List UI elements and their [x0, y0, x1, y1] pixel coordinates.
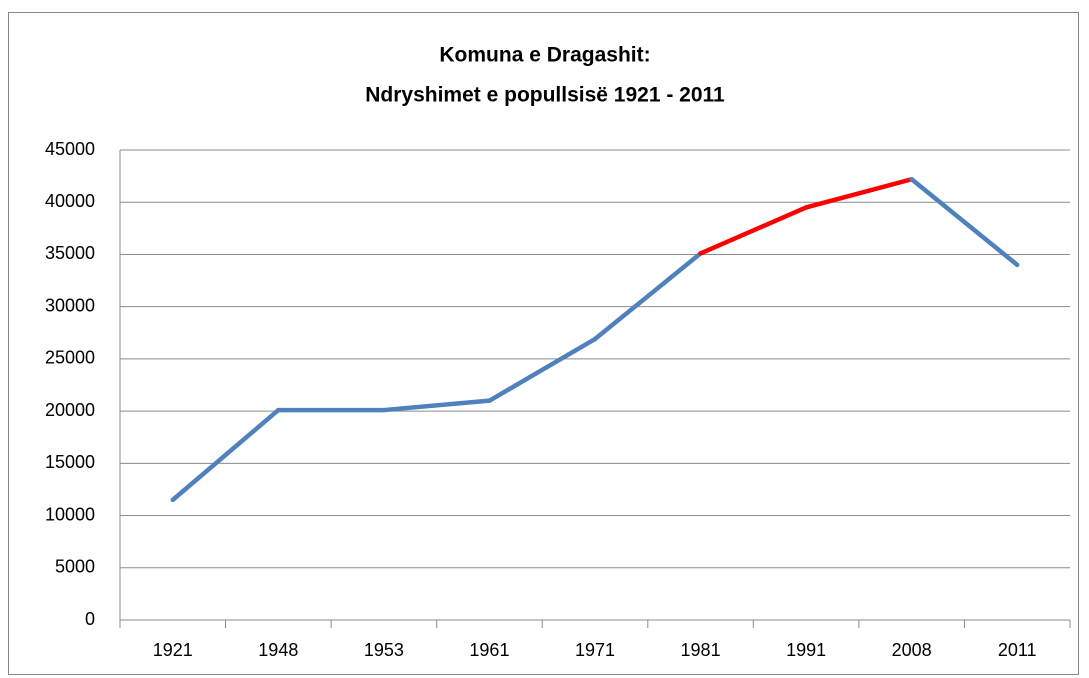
y-tick-label: 45000	[45, 139, 95, 159]
x-tick-label: 1971	[575, 640, 615, 660]
y-tick-label: 35000	[45, 243, 95, 263]
y-tick-label: 15000	[45, 452, 95, 472]
y-tick-label: 5000	[55, 557, 95, 577]
line-segment	[170, 407, 281, 503]
line-segment	[381, 398, 492, 413]
x-tick-label: 2008	[892, 640, 932, 660]
x-tick-label: 1981	[681, 640, 721, 660]
x-tick-label: 1991	[786, 640, 826, 660]
y-tick-label: 40000	[45, 191, 95, 211]
x-tick-label: 1961	[469, 640, 509, 660]
line-segment	[909, 176, 1020, 268]
line-segment	[592, 251, 703, 342]
chart-frame	[8, 12, 1079, 675]
y-tick-label: 0	[85, 609, 95, 629]
y-tick-label: 30000	[45, 295, 95, 315]
line-segment	[698, 205, 809, 256]
line-segment	[487, 336, 598, 403]
x-tick-label: 1953	[364, 640, 404, 660]
line-segment	[803, 176, 914, 210]
x-tick-label: 1921	[153, 640, 193, 660]
x-tick-label: 2011	[998, 640, 1037, 660]
x-tick-label: 1948	[258, 640, 298, 660]
chart-title: Ndryshimet e popullsisë 1921 - 2011	[365, 84, 725, 107]
y-tick-label: 10000	[45, 504, 95, 524]
y-tick-label: 25000	[45, 348, 95, 368]
chart-title: Komuna e Dragashit:	[439, 44, 650, 67]
y-tick-label: 20000	[45, 400, 95, 420]
